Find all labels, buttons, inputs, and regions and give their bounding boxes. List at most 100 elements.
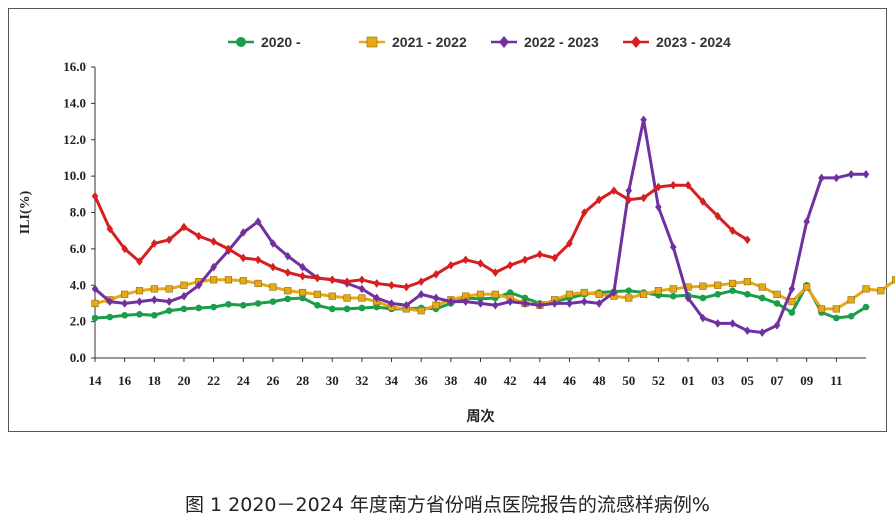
data-point [714,319,722,328]
data-point [729,287,736,295]
data-point [328,305,336,313]
x-tick-label: 20 [177,373,190,388]
data-point [595,195,603,205]
data-point [151,295,158,305]
data-point [150,285,158,293]
data-point [669,292,677,300]
data-point [536,300,544,310]
data-point [106,297,114,306]
data-point [373,279,381,288]
data-point [136,297,143,306]
data-point [610,288,618,297]
data-point [225,301,232,308]
data-point [818,173,825,183]
data-point [743,278,751,286]
data-point [773,320,781,330]
data-point [91,191,99,201]
x-tick-label: 03 [711,373,725,388]
y-axis-label: ILI(%) [18,190,33,234]
data-point [625,195,633,205]
x-tick-label: 18 [148,373,162,388]
x-axis-label: 周次 [467,408,495,425]
data-point [269,239,277,248]
x-tick-label: 14 [89,373,103,388]
data-point [728,279,737,288]
data-point [773,300,781,307]
data-point [803,283,811,291]
data-point [269,298,277,305]
x-tick-label: 48 [593,373,607,388]
data-point [373,293,381,303]
data-point [165,307,173,315]
data-point [476,290,485,298]
y-tick-label: 2.0 [70,314,86,329]
y-tick-label: 8.0 [70,205,86,220]
data-point [580,208,588,217]
data-point [551,299,558,308]
data-point [239,228,247,237]
data-point [892,276,895,284]
data-point [631,36,641,48]
ili-line-chart: 0.02.04.06.08.010.012.014.016.014 16 18 20 2… [18,34,895,425]
data-point [180,222,188,232]
data-point [744,291,751,298]
data-point [106,224,114,234]
data-point [195,280,203,290]
series-line [93,183,749,289]
data-point [847,312,855,320]
data-point [165,285,173,293]
data-point [254,255,262,265]
y-tick-label: 4.0 [70,277,86,292]
data-point [447,297,455,306]
data-point [536,250,544,259]
data-point [640,193,647,203]
x-tick-label: 52 [652,373,665,388]
data-point [640,115,647,125]
x-tick-label: 22 [207,373,220,388]
data-point [432,293,440,303]
data-point [699,282,707,290]
data-point [565,290,574,298]
data-point [210,237,217,246]
y-tick-label: 12.0 [63,132,86,147]
x-tick-label: 50 [622,373,635,388]
data-point [106,313,114,321]
data-point [210,262,217,272]
data-point [239,253,247,263]
data-point [91,299,99,308]
data-point [313,290,322,298]
data-point [758,283,766,291]
data-point [373,303,381,311]
data-point [358,304,366,312]
data-point [625,287,633,295]
data-point [817,305,826,313]
data-point [669,242,677,252]
x-tick-label: 16 [118,373,132,388]
data-point [388,299,395,308]
data-point [180,281,188,289]
data-point [521,294,529,302]
data-point [521,255,529,265]
data-point [180,305,188,313]
x-tick-label: 34 [385,373,399,388]
x-tick-label: 01 [682,373,695,388]
data-point [595,290,603,298]
data-point [744,235,751,245]
data-point [684,293,692,303]
figure-caption: 图 1 2020－2024 年度南方省份哨点医院报告的流感样病例% [185,494,710,516]
data-point [714,281,722,289]
data-point [254,300,262,307]
data-point [328,275,336,285]
y-tick-label: 6.0 [70,241,86,256]
x-tick-label: 24 [237,373,251,388]
data-point [121,311,128,319]
data-point [833,314,840,322]
data-point [358,294,366,302]
data-point [447,260,455,270]
data-point [684,180,692,190]
data-point [714,291,722,298]
data-point [254,217,262,226]
data-point [225,244,232,254]
data-point [714,211,722,221]
data-point [366,36,378,48]
